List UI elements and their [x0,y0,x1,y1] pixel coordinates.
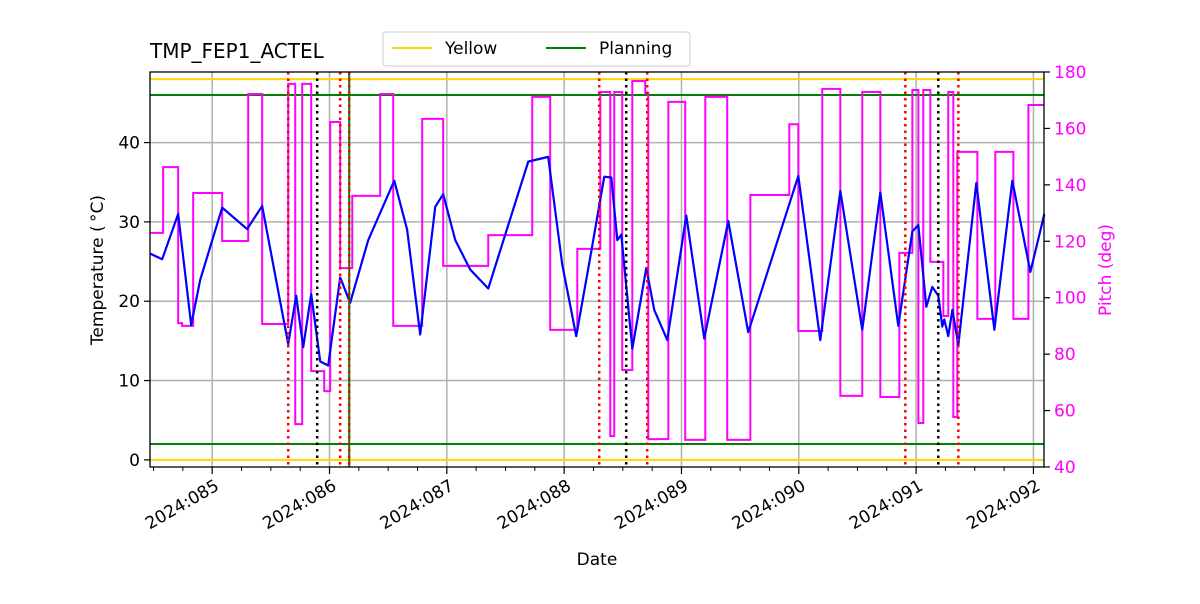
x-tick-label: 2024:092 [963,476,1044,534]
y-axis-label: Temperature ( °C) [88,195,108,346]
x-tick-label: 2024:089 [611,476,692,534]
y2-tick-label: 100 [1054,289,1086,309]
x-tick-label: 2024:087 [377,476,458,534]
x-tick-label: 2024:090 [729,476,810,534]
y-tick-label: 20 [118,292,140,312]
grid [150,72,1044,467]
y2-tick-label: 140 [1054,176,1086,196]
temperature-line [149,155,1046,367]
pitch-series [150,80,1045,441]
axes: 2024:085 2024:086 2024:087 2024:088 2024:089… [118,63,1086,534]
x-tick-label: 2024:085 [142,476,223,534]
x-tick-label: 2024:091 [846,476,927,534]
y2-tick-label: 180 [1054,63,1086,83]
limit-lines [150,78,1044,461]
legend: Yellow Planning [382,31,691,67]
y-tick-label: 40 [118,134,140,154]
y2-tick-label: 60 [1054,402,1076,422]
y2-tick-label: 40 [1054,458,1076,478]
y-tick-label: 10 [118,372,140,392]
legend-label-planning: Planning [599,39,672,59]
y2-tick-label: 80 [1054,345,1076,365]
pitch-line [150,80,1045,441]
y-tick-label: 30 [118,213,140,233]
legend-box [382,31,691,67]
y-tick-label: 0 [129,451,140,471]
x-tick-label: 2024:086 [259,476,340,534]
chart-title: TMP_FEP1_ACTEL [149,39,325,63]
y2-tick-label: 120 [1054,232,1086,252]
x-axis-label: Date [577,550,618,570]
y2-tick-label: 160 [1054,119,1086,139]
temperature-series [149,155,1046,367]
x-tick-label: 2024:088 [494,476,575,534]
legend-label-yellow: Yellow [444,39,497,59]
plot-frame [149,71,1045,468]
event-lines [286,72,960,467]
y2-axis-label: Pitch (deg) [1096,224,1116,316]
